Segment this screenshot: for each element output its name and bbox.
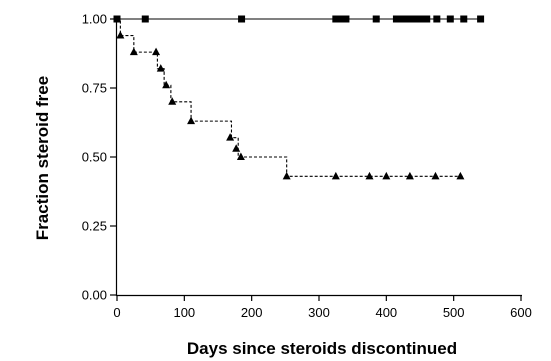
series-2-marker	[282, 171, 291, 180]
series-1-marker	[406, 15, 414, 23]
series-2-marker	[456, 171, 465, 180]
x-tick-label: 600	[510, 305, 532, 320]
series-2-marker	[187, 116, 196, 125]
series-2-marker	[162, 80, 171, 89]
series-2-marker	[232, 144, 241, 152]
x-tick-label: 300	[308, 305, 330, 320]
y-tick-label: 0.50	[82, 150, 107, 165]
series-2-marker	[226, 133, 235, 141]
series-1-marker	[392, 15, 400, 23]
series-1-marker	[397, 15, 405, 23]
series-2-marker	[116, 31, 125, 39]
series-2-marker	[152, 47, 161, 56]
series-1-marker	[342, 15, 350, 23]
y-tick-label: 0.00	[82, 288, 107, 303]
x-tick-label: 200	[241, 305, 263, 320]
series-1-marker	[477, 15, 485, 23]
y-tick-label: 1.00	[82, 12, 107, 27]
series-2-marker	[236, 152, 245, 160]
series-2-marker	[156, 64, 165, 72]
series-2-line	[117, 18, 464, 177]
series-2-marker	[129, 47, 138, 56]
series-2-marker	[382, 171, 391, 180]
series-1-marker	[372, 15, 380, 23]
series-1-marker	[238, 15, 246, 23]
series-1-marker	[446, 15, 454, 23]
axes: 0 100 200 300 400 500 600 0.00 0.25 0.50 0.75 1.00	[82, 12, 532, 321]
series-2-marker	[431, 171, 440, 180]
y-tick-label: 0.75	[82, 81, 107, 96]
x-axis-label: Days since steroids discontinued	[187, 339, 457, 358]
series-1-marker	[423, 15, 431, 23]
plot-area	[113, 15, 485, 180]
y-tick-label: 0.25	[82, 219, 107, 234]
series-2-marker	[331, 171, 340, 180]
x-tick-label: 400	[375, 305, 397, 320]
series-2-marker	[168, 97, 177, 105]
series-1-marker	[410, 15, 418, 23]
series-1-marker	[141, 15, 149, 23]
x-tick-label: 100	[173, 305, 195, 320]
x-tick-label: 0	[113, 305, 120, 320]
series-1-marker	[460, 15, 468, 23]
series-2-marker	[405, 171, 414, 180]
series-1-marker	[401, 15, 409, 23]
series-1-marker	[433, 15, 441, 23]
x-tick-label: 500	[443, 305, 465, 320]
series-1-marker	[415, 15, 423, 23]
y-axis-label: Fraction steroid free	[33, 76, 52, 240]
series-2-marker	[365, 171, 374, 180]
